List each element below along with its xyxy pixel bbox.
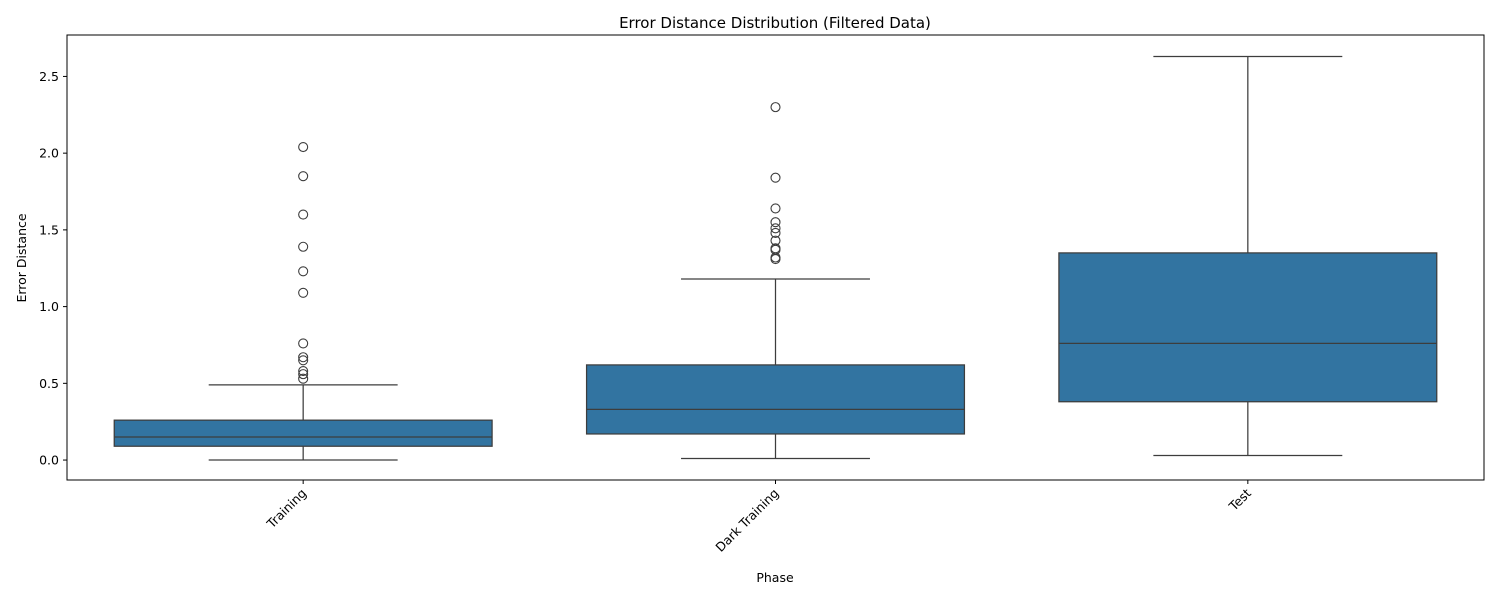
chart-title: Error Distance Distribution (Filtered Da…	[619, 14, 931, 32]
y-tick-label-1: 0.5	[39, 376, 59, 391]
y-tick-label-4: 2.0	[39, 146, 59, 161]
training-outlier-0	[298, 373, 309, 384]
training-outlier-8	[298, 241, 309, 252]
dark-training-box	[585, 364, 966, 435]
y-tick-label-3: 1.5	[39, 222, 59, 237]
training-outlier-9	[298, 209, 309, 220]
dark-training-outlier-5	[770, 227, 781, 238]
training-outlier-1	[298, 369, 309, 380]
training-box	[113, 419, 493, 447]
y-tick-label-0: 0.0	[39, 453, 59, 468]
dark-training-outlier-6	[770, 223, 781, 234]
training-outlier-3	[298, 355, 309, 366]
y-tick-label-2: 1.0	[39, 299, 59, 314]
training-outlier-5	[298, 338, 309, 349]
training-outlier-11	[298, 141, 309, 153]
training-outlier-10	[298, 171, 309, 182]
dark-training-outlier-10	[770, 102, 781, 113]
dark-training-outlier-3	[770, 243, 781, 254]
dark-training-outlier-9	[770, 172, 781, 183]
y-tick-label-5: 2.5	[39, 69, 59, 84]
dark-training-outlier-8	[770, 203, 781, 214]
dark-training-outlier-4	[770, 235, 781, 246]
training-outlier-2	[298, 366, 309, 377]
x-axis-label: Phase	[756, 570, 794, 585]
dark-training-outlier-7	[770, 217, 781, 228]
test-box	[1058, 252, 1438, 403]
training-outlier-6	[298, 287, 309, 298]
y-axis-label: Error Distance	[14, 213, 29, 302]
training-outlier-4	[298, 352, 309, 363]
training-outlier-7	[298, 266, 309, 277]
